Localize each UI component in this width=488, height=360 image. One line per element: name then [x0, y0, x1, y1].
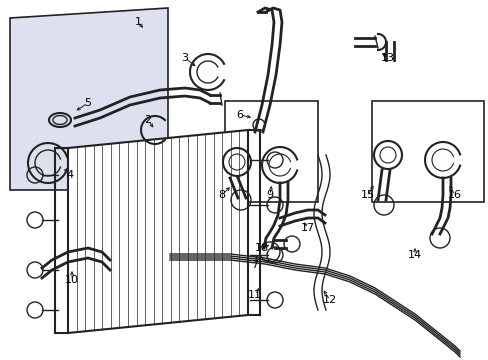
Polygon shape — [68, 130, 247, 333]
Text: 1: 1 — [134, 17, 141, 27]
Text: 13: 13 — [380, 53, 394, 63]
Text: 6: 6 — [236, 110, 243, 120]
Bar — [371, 101, 483, 202]
Text: 9: 9 — [266, 190, 273, 200]
Polygon shape — [10, 8, 168, 190]
Text: 8: 8 — [218, 190, 225, 200]
Text: 11: 11 — [247, 290, 262, 300]
Text: 10: 10 — [65, 275, 79, 285]
Text: 18: 18 — [254, 243, 268, 253]
Text: 16: 16 — [447, 190, 461, 200]
Text: 15: 15 — [360, 190, 374, 200]
Text: 14: 14 — [407, 250, 421, 260]
Text: 3: 3 — [181, 53, 188, 63]
Text: 2: 2 — [144, 115, 151, 125]
Text: 7: 7 — [251, 260, 258, 270]
Text: 12: 12 — [322, 295, 336, 305]
Text: 4: 4 — [66, 170, 73, 180]
Bar — [224, 101, 317, 202]
Text: 17: 17 — [300, 223, 314, 233]
Text: 5: 5 — [84, 98, 91, 108]
